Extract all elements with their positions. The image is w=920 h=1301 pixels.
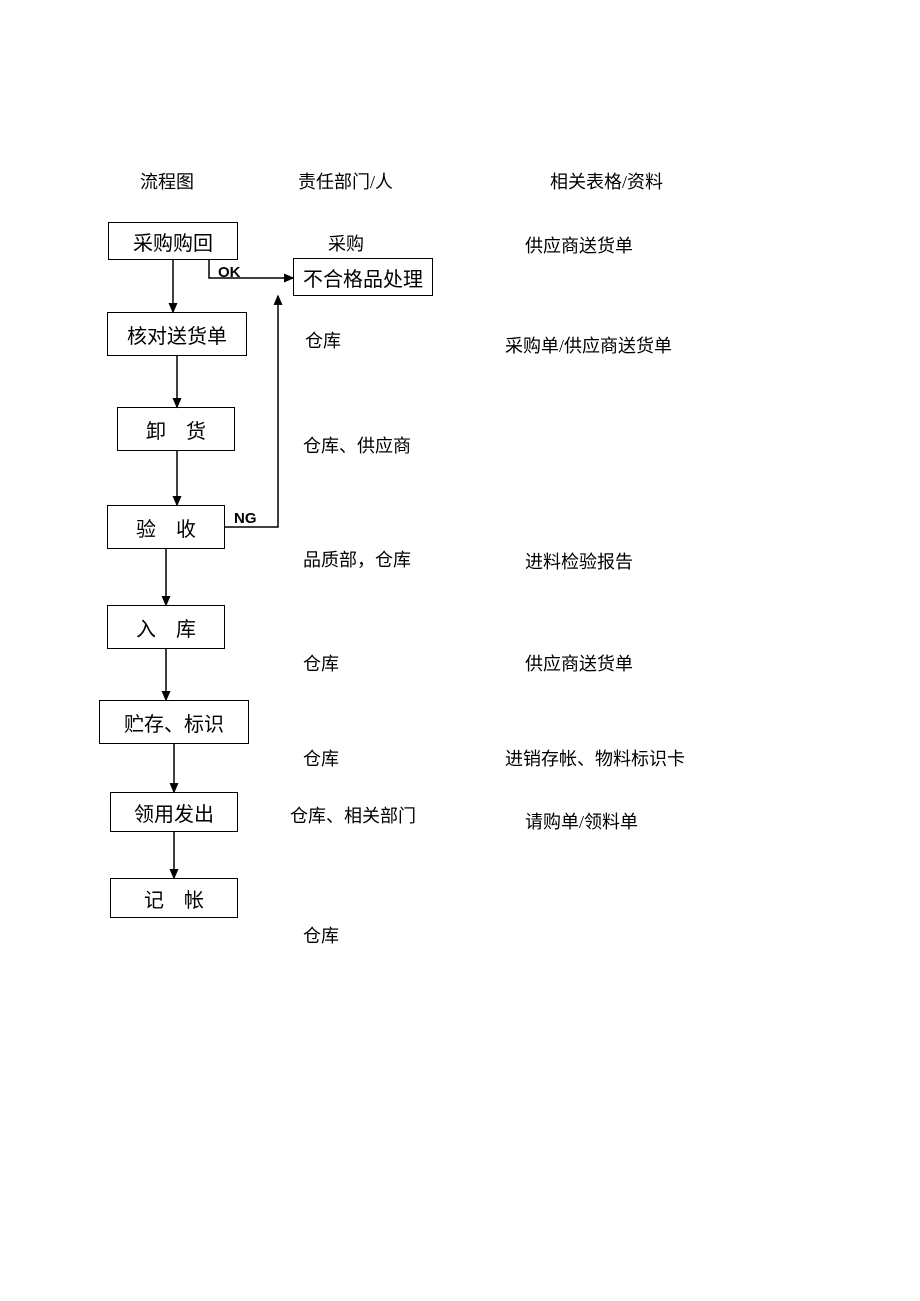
form-label: 供应商送货单 xyxy=(525,650,633,676)
node-check-delivery: 核对送货单 xyxy=(107,312,247,356)
dept-label: 仓库、供应商 xyxy=(303,432,411,458)
dept-label: 仓库 xyxy=(305,327,341,353)
form-label: 进销存帐、物料标识卡 xyxy=(505,745,685,771)
form-label: 请购单/领料单 xyxy=(525,808,638,834)
header-dept: 责任部门/人 xyxy=(298,168,393,194)
node-book: 记 帐 xyxy=(110,878,238,918)
dept-label: 采购 xyxy=(328,230,364,256)
form-label: 采购单/供应商送货单 xyxy=(505,332,672,358)
node-nonconforming: 不合格品处理 xyxy=(293,258,433,296)
edge-label-ng: NG xyxy=(234,510,257,527)
node-stock-in: 入 库 xyxy=(107,605,225,649)
dept-label: 仓库 xyxy=(303,922,339,948)
node-inspect: 验 收 xyxy=(107,505,225,549)
dept-label: 仓库 xyxy=(303,650,339,676)
form-label: 供应商送货单 xyxy=(525,232,633,258)
node-issue: 领用发出 xyxy=(110,792,238,832)
header-flowchart: 流程图 xyxy=(140,168,194,194)
form-label: 进料检验报告 xyxy=(525,548,633,574)
header-forms: 相关表格/资料 xyxy=(550,168,663,194)
flow-arrows xyxy=(0,0,920,1301)
dept-label: 仓库 xyxy=(303,745,339,771)
diagram-stage: 流程图 责任部门/人 相关表格/资料 采购购回 不合格品处理 核对送货单 卸 货… xyxy=(0,0,920,1301)
edge-label-ok: OK xyxy=(218,264,241,281)
dept-label: 品质部，仓库 xyxy=(303,546,411,572)
node-unload: 卸 货 xyxy=(117,407,235,451)
dept-label: 仓库、相关部门 xyxy=(290,802,416,828)
node-store-mark: 贮存、标识 xyxy=(99,700,249,744)
node-purchase-return: 采购购回 xyxy=(108,222,238,260)
